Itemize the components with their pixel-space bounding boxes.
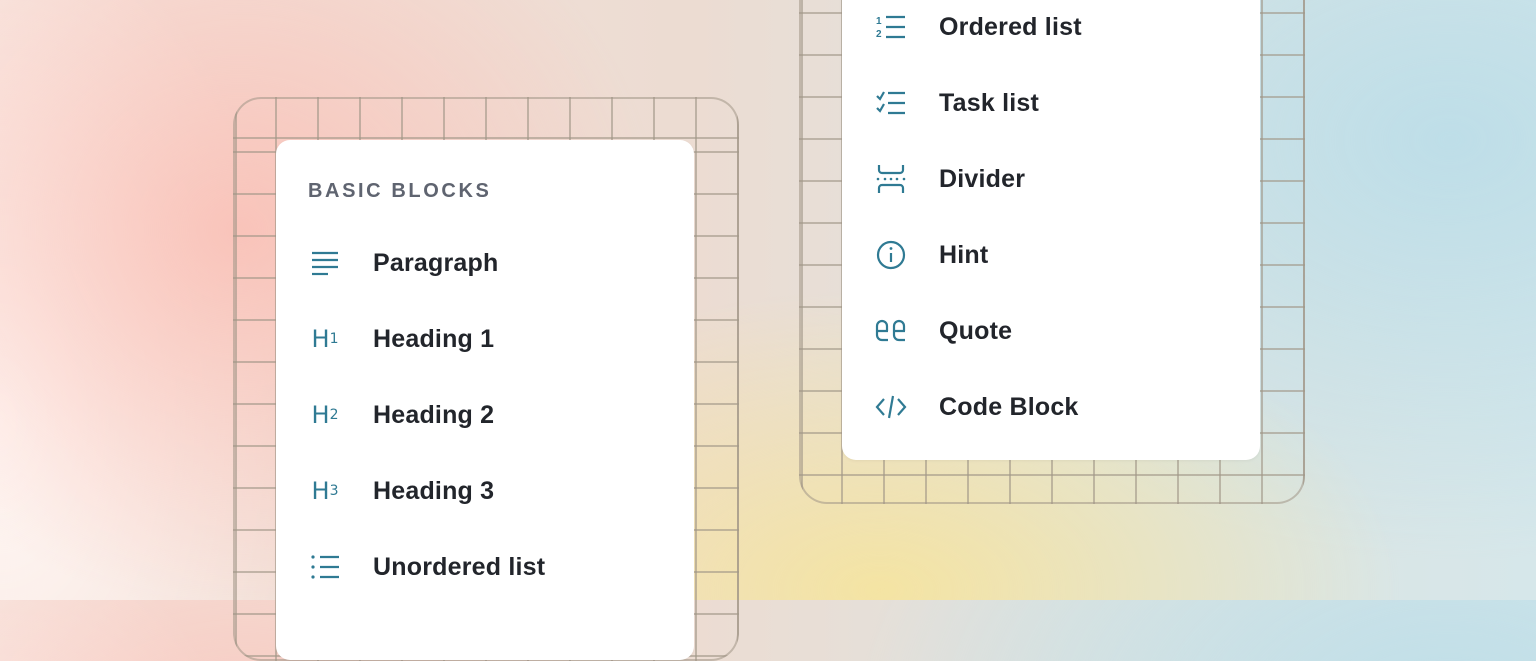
info-icon xyxy=(874,238,908,272)
svg-text:2: 2 xyxy=(876,29,882,40)
menu-item-label: Heading 2 xyxy=(373,400,495,429)
menu-item-task-list[interactable]: Task list xyxy=(874,83,1039,123)
unordered-list-icon xyxy=(308,550,342,584)
menu-item-label: Heading 3 xyxy=(373,476,495,505)
menu-item-label: Paragraph xyxy=(373,248,499,277)
menu-item-label: Heading 1 xyxy=(373,324,495,353)
menu-item-unordered-list[interactable]: Unordered list xyxy=(308,547,545,587)
menu-item-label: Hint xyxy=(939,240,989,269)
menu-item-code-block[interactable]: Code Block xyxy=(874,387,1079,427)
paragraph-icon xyxy=(308,246,342,280)
menu-item-hint[interactable]: Hint xyxy=(874,235,988,275)
quote-icon xyxy=(874,314,908,348)
menu-item-label: Ordered list xyxy=(939,12,1082,41)
menu-item-label: Unordered list xyxy=(373,552,546,581)
menu-item-label: Code Block xyxy=(939,392,1079,421)
divider-icon xyxy=(874,162,908,196)
menu-item-paragraph[interactable]: Paragraph xyxy=(308,243,498,283)
menu-item-label: Task list xyxy=(939,88,1039,117)
menu-item-label: Divider xyxy=(939,164,1026,193)
menu-item-quote[interactable]: Quote xyxy=(874,311,1012,351)
task-list-icon xyxy=(874,86,908,120)
svg-text:1: 1 xyxy=(876,16,882,27)
menu-item-divider[interactable]: Divider xyxy=(874,159,1025,199)
code-icon xyxy=(874,390,908,424)
section-title: BASIC BLOCKS xyxy=(308,180,492,202)
menu-item-label: Quote xyxy=(939,316,1013,345)
